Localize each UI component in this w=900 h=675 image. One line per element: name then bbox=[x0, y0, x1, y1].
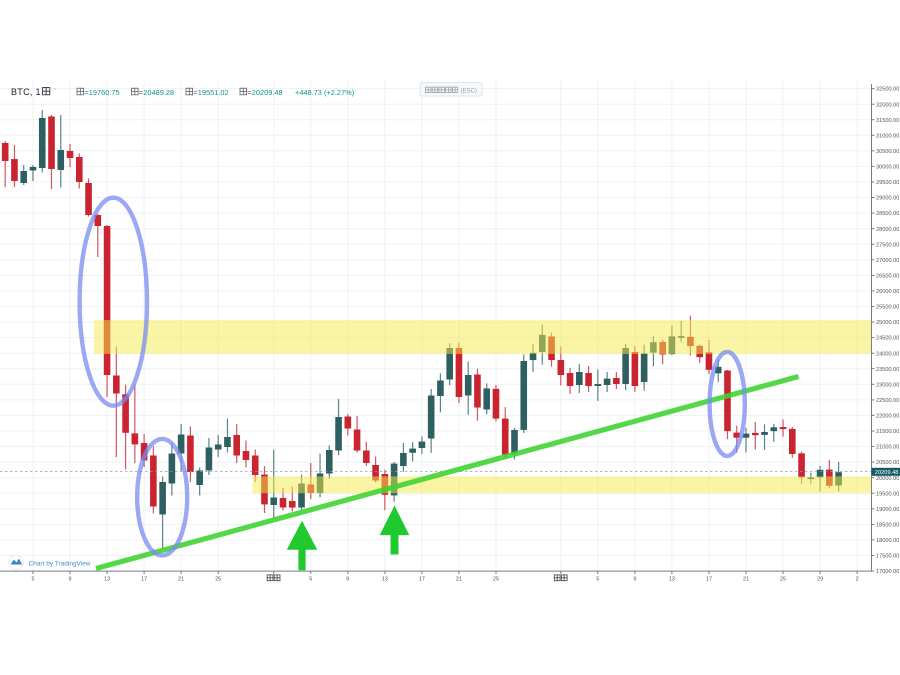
svg-text:28000.00: 28000.00 bbox=[876, 227, 899, 233]
svg-text:25500.00: 25500.00 bbox=[876, 305, 899, 311]
svg-text:17: 17 bbox=[419, 577, 425, 583]
svg-text:5: 5 bbox=[309, 577, 312, 583]
svg-text:17000.00: 17000.00 bbox=[876, 569, 899, 575]
svg-text:=: = bbox=[193, 88, 197, 97]
svg-text:29500.00: 29500.00 bbox=[876, 180, 899, 186]
svg-text:21: 21 bbox=[743, 577, 749, 583]
svg-text:20209.48: 20209.48 bbox=[875, 470, 899, 476]
svg-text:25: 25 bbox=[493, 577, 499, 583]
svg-text:Chart by TradingView: Chart by TradingView bbox=[29, 560, 91, 567]
svg-text:20489.28: 20489.28 bbox=[143, 88, 174, 97]
svg-text:21: 21 bbox=[178, 577, 184, 583]
svg-text:25: 25 bbox=[780, 577, 786, 583]
svg-text:5: 5 bbox=[32, 577, 35, 583]
svg-text:17: 17 bbox=[141, 577, 147, 583]
svg-text:30000.00: 30000.00 bbox=[876, 165, 899, 171]
svg-text:29000.00: 29000.00 bbox=[876, 196, 899, 202]
svg-text:30500.00: 30500.00 bbox=[876, 149, 899, 155]
svg-text:19000.00: 19000.00 bbox=[876, 507, 899, 513]
svg-text:20000.00: 20000.00 bbox=[876, 476, 899, 482]
svg-text:22000.00: 22000.00 bbox=[876, 414, 899, 420]
svg-text:9: 9 bbox=[346, 577, 349, 583]
svg-text:=: = bbox=[84, 88, 88, 97]
svg-text:25: 25 bbox=[215, 577, 221, 583]
svg-text:(ESC): (ESC) bbox=[461, 89, 477, 95]
svg-text:9: 9 bbox=[69, 577, 72, 583]
svg-text:23500.00: 23500.00 bbox=[876, 367, 899, 373]
svg-text:5: 5 bbox=[596, 577, 599, 583]
svg-text:17500.00: 17500.00 bbox=[876, 554, 899, 560]
svg-text:BTC, 1: BTC, 1 bbox=[11, 87, 41, 97]
svg-text:19551.02: 19551.02 bbox=[198, 88, 229, 97]
svg-text:20500.00: 20500.00 bbox=[876, 460, 899, 466]
svg-text:9: 9 bbox=[633, 577, 636, 583]
svg-text:17: 17 bbox=[706, 577, 712, 583]
svg-text:19760.75: 19760.75 bbox=[89, 88, 120, 97]
svg-text:27000.00: 27000.00 bbox=[876, 258, 899, 264]
svg-text:=: = bbox=[139, 88, 143, 97]
svg-text:28500.00: 28500.00 bbox=[876, 211, 899, 217]
svg-text:31500.00: 31500.00 bbox=[876, 118, 899, 124]
svg-text:26500.00: 26500.00 bbox=[876, 274, 899, 280]
svg-text:22500.00: 22500.00 bbox=[876, 398, 899, 404]
svg-text:+448.73 (+2.27%): +448.73 (+2.27%) bbox=[295, 88, 354, 97]
svg-text:13: 13 bbox=[382, 577, 388, 583]
svg-text:26000.00: 26000.00 bbox=[876, 289, 899, 295]
svg-text:13: 13 bbox=[669, 577, 675, 583]
svg-text:13: 13 bbox=[104, 577, 110, 583]
svg-text:21: 21 bbox=[456, 577, 462, 583]
svg-text:32500.00: 32500.00 bbox=[876, 87, 899, 93]
svg-text:23000.00: 23000.00 bbox=[876, 382, 899, 388]
svg-text:31000.00: 31000.00 bbox=[876, 133, 899, 139]
svg-text:2: 2 bbox=[856, 577, 859, 583]
svg-text:21500.00: 21500.00 bbox=[876, 429, 899, 435]
svg-text:18500.00: 18500.00 bbox=[876, 523, 899, 529]
svg-text:=: = bbox=[247, 88, 251, 97]
svg-text:24500.00: 24500.00 bbox=[876, 336, 899, 342]
svg-text:18000.00: 18000.00 bbox=[876, 538, 899, 544]
svg-text:ˇ: ˇ bbox=[54, 88, 57, 95]
svg-text:21000.00: 21000.00 bbox=[876, 445, 899, 451]
svg-text:20209.48: 20209.48 bbox=[252, 88, 283, 97]
svg-text:29: 29 bbox=[817, 577, 823, 583]
svg-text:27500.00: 27500.00 bbox=[876, 242, 899, 248]
svg-text:19500.00: 19500.00 bbox=[876, 491, 899, 497]
svg-text:24000.00: 24000.00 bbox=[876, 351, 899, 357]
svg-text:32000.00: 32000.00 bbox=[876, 102, 899, 108]
svg-text:25000.00: 25000.00 bbox=[876, 320, 899, 326]
